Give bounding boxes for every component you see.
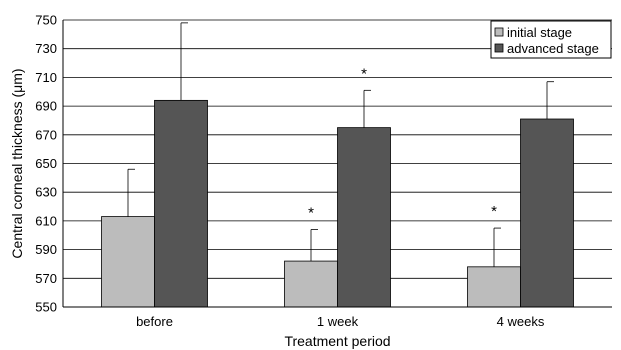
significance-marker: * [308,205,314,222]
significance-marker: * [361,65,367,82]
significance-markers: * * * [308,65,497,221]
x-axis-title: Treatment period [284,333,390,349]
x-tick-label: 1 week [317,314,359,329]
bar [520,118,574,308]
x-tick-labels: before 1 week 4 weeks [136,314,545,329]
bar [337,127,391,308]
bar [467,266,521,308]
legend: initial stage advanced stage [490,20,612,59]
y-axis-title: Central corneal thickness (μm) [9,68,25,258]
legend-box [490,20,612,59]
bar [284,260,338,308]
y-tick-label: 730 [35,41,57,56]
legend-label-initial-stage: initial stage [507,25,572,40]
legend-swatch-initial-stage [494,27,504,37]
y-tick-label: 650 [35,156,57,171]
x-tick-label: 4 weeks [497,314,545,329]
x-tick-label: before [136,314,173,329]
bar [101,216,155,308]
bars [101,99,574,308]
y-tick-labels: 550 570 590 610 630 650 670 690 710 730 750 [35,13,57,315]
bar [154,99,208,308]
y-tick-label: 670 [35,127,57,142]
axes [62,20,612,308]
error-bars [127,22,554,267]
y-tick-label: 550 [35,300,57,315]
legend-label-advanced-stage: advanced stage [507,41,599,56]
significance-marker: * [491,203,497,220]
y-tick-label: 710 [35,70,57,85]
y-tick-label: 690 [35,99,57,114]
y-tick-label: 750 [35,13,57,28]
y-tick-label: 610 [35,213,57,228]
y-tick-label: 590 [35,242,57,257]
legend-swatch-advanced-stage [494,43,504,53]
y-tick-label: 570 [35,271,57,286]
y-tick-label: 630 [35,185,57,200]
